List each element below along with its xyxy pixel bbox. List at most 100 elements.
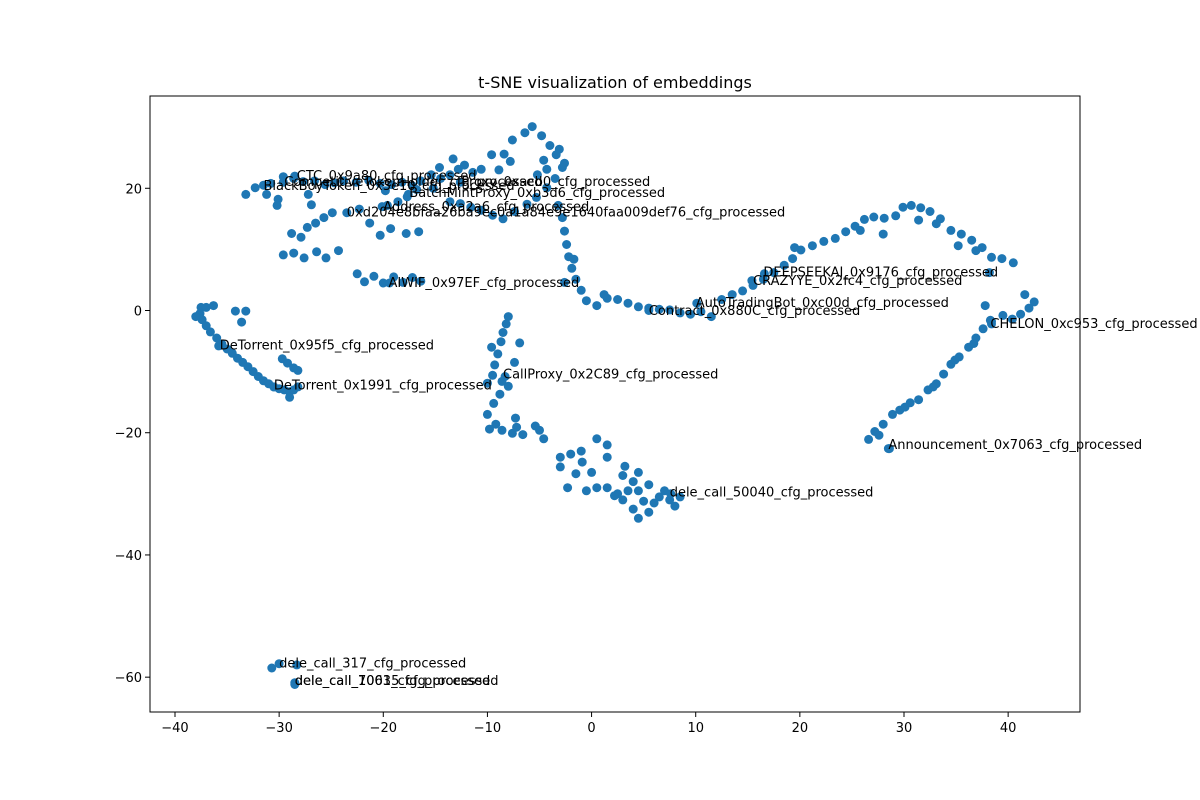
scatter-point <box>654 492 664 502</box>
scatter-point <box>602 483 612 493</box>
scatter-point <box>496 337 506 347</box>
scatter-point <box>602 440 612 450</box>
x-tick-label: 30 <box>896 721 913 736</box>
scatter-point <box>201 302 211 312</box>
scatter-point <box>503 381 513 391</box>
scatter-point <box>807 241 817 251</box>
scatter-point <box>1008 258 1018 268</box>
scatter-point <box>518 430 528 440</box>
point-annotation-label: CTC_0x9a80_cfg_processed <box>297 169 477 184</box>
scatter-point <box>482 409 492 419</box>
point-annotation-label: CompetitiveTokenHolder_cfg_processed <box>284 175 542 190</box>
scatter-point <box>618 471 628 480</box>
scatter-point <box>633 513 643 523</box>
scatter-point <box>445 170 455 180</box>
scatter-point <box>566 449 576 459</box>
scatter-point <box>738 286 748 296</box>
point-annotation-label: CHELON_0xc953_cfg_processed <box>990 317 1197 332</box>
y-tick-label: −60 <box>115 671 142 686</box>
scatter-point <box>497 425 507 435</box>
scatter-point <box>466 202 476 212</box>
scatter-point <box>487 150 497 160</box>
scatter-point <box>414 227 424 237</box>
scatter-point <box>864 434 874 444</box>
scatter-point <box>675 492 685 502</box>
scatter-point <box>387 180 397 190</box>
annotated-point <box>290 680 300 689</box>
annotated-point <box>883 444 893 454</box>
scatter-point <box>900 402 910 412</box>
scatter-point <box>296 232 306 242</box>
scatter-point <box>555 462 565 472</box>
scatter-point <box>488 370 498 380</box>
scatter-point <box>319 213 329 223</box>
scatter-point <box>491 419 501 429</box>
scatter-point <box>476 164 486 174</box>
scatter-point <box>628 504 638 514</box>
scatter-point <box>237 317 247 327</box>
scatter-point <box>916 203 926 213</box>
scatter-point <box>293 365 303 375</box>
scatter-point <box>592 301 602 311</box>
point-annotation-label: BlackBoyToken_0x3e10_cfg_processed <box>264 179 515 194</box>
annotated-point <box>377 202 387 212</box>
scatter-point <box>531 192 541 202</box>
point-annotation-label: DeTorrent_0x95f5_cfg_processed <box>220 338 434 353</box>
scatter-point <box>906 200 916 210</box>
scatter-point <box>539 155 549 165</box>
scatter-point <box>460 160 469 170</box>
scatter-point <box>468 167 478 177</box>
scatter-point <box>488 210 498 220</box>
point-annotation-label: 0xd204e8bfaa26ba9ec0a1a84e9e1640faa009de… <box>347 206 785 221</box>
scatter-point <box>567 263 577 273</box>
annotated-point <box>692 298 702 308</box>
scatter-point <box>310 176 319 186</box>
point-annotation-label: CallProxy_0x2C89_cfg_processed <box>503 368 718 383</box>
scatter-point <box>352 269 362 279</box>
point-annotation-label: DEEPSEEKAI_0x9176_cfg_processed <box>763 266 998 281</box>
scatter-point <box>339 176 349 186</box>
scatter-point <box>633 486 643 496</box>
scatter-point <box>510 207 519 216</box>
scatter-point <box>416 176 426 186</box>
scatter-point <box>623 298 633 308</box>
scatter-point <box>378 278 388 288</box>
scatter-point <box>644 480 654 490</box>
annotated-point <box>274 659 284 669</box>
scatter-point <box>980 301 990 311</box>
plot-area-frame <box>149 95 1081 713</box>
scatter-point <box>278 250 288 260</box>
scatter-point <box>298 177 308 187</box>
scatter-point <box>306 200 316 210</box>
scatter-point <box>398 277 408 287</box>
scatter-point <box>212 333 222 343</box>
scatter-point <box>494 165 504 175</box>
scatter-point <box>445 197 455 207</box>
scatter-point <box>520 128 530 138</box>
scatter-point <box>953 241 963 251</box>
scatter-point <box>493 349 503 359</box>
scatter-point <box>522 199 532 209</box>
y-tick-label: 20 <box>125 182 142 197</box>
scatter-point <box>984 268 994 278</box>
scatter-point <box>623 486 633 496</box>
scatter-point <box>515 338 525 348</box>
scatter-point <box>620 461 630 471</box>
scatter-point <box>571 469 581 479</box>
scatter-point <box>706 312 716 322</box>
scatter-point <box>487 342 497 352</box>
scatter-point <box>530 421 540 431</box>
scatter-point <box>562 240 572 249</box>
scatter-point <box>351 177 361 187</box>
annotated-point <box>278 177 288 187</box>
scatter-point <box>539 434 549 444</box>
scatter-point <box>557 163 567 172</box>
point-annotation-label: AutoTradingBot_0xc00d_cfg_processed <box>696 296 949 311</box>
scatter-point <box>633 302 643 312</box>
scatter-point <box>507 135 517 145</box>
scatter-point <box>553 200 563 210</box>
scatter-point <box>360 277 369 287</box>
annotated-point <box>455 177 465 187</box>
scatter-point <box>563 483 573 493</box>
scatter-point <box>490 360 500 370</box>
